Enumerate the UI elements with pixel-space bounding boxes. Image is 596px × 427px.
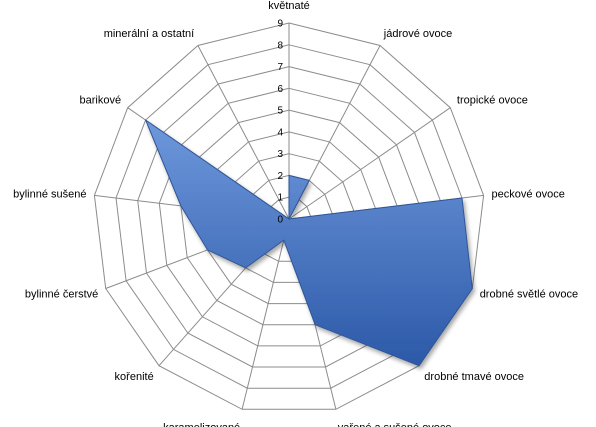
tick-label-2: 2 [277, 171, 283, 182]
tick-label-4: 4 [277, 127, 283, 138]
data-point-5 [418, 365, 420, 367]
tick-label-9: 9 [277, 19, 283, 30]
tick-label-0: 0 [277, 215, 283, 226]
tick-label-1: 1 [277, 193, 283, 204]
data-point-10 [180, 205, 182, 207]
radar-series [145, 119, 474, 367]
data-point-12 [288, 218, 290, 220]
data-point-6 [314, 324, 316, 326]
tick-label-5: 5 [277, 106, 283, 117]
spoke-2 [288, 107, 451, 220]
data-point-0 [288, 175, 290, 177]
category-label-8: kořenité [115, 371, 154, 383]
category-label-4: drobné světlé ovoce [480, 289, 578, 301]
data-point-3 [461, 197, 463, 199]
category-label-10: bylinné sušené [13, 189, 86, 201]
category-label-2: tropické ovoce [457, 95, 528, 107]
category-label-3: peckové ovoce [492, 189, 565, 201]
category-label-6: vařené a sušené ovoce [338, 422, 452, 427]
data-point-4 [472, 288, 474, 290]
spoke-12 [197, 45, 290, 220]
category-label-11: barikové [80, 95, 122, 107]
category-label-1: jádrové ovoce [383, 28, 453, 40]
category-label-0: květnaté [268, 0, 310, 12]
grid-ring-9 [93, 22, 485, 410]
category-label-12: minerální a ostatní [104, 28, 195, 40]
series-area-0 [145, 119, 473, 367]
tick-label-7: 7 [277, 62, 283, 73]
data-point-7 [283, 239, 285, 241]
category-label-9: bylinné čerstvé [25, 289, 98, 301]
radar-tick-labels: 0 1 2 3 4 5 6 7 8 9 [277, 19, 283, 226]
data-point-8 [245, 267, 247, 269]
radar-grid [93, 22, 485, 410]
category-label-5: drobné tmavé ovoce [424, 371, 524, 383]
data-point-9 [207, 249, 209, 251]
data-point-11 [145, 119, 147, 121]
spoke-7 [241, 218, 290, 410]
grid-ring-8 [115, 44, 463, 389]
category-label-7: karamelizované [163, 422, 240, 427]
data-point-1 [308, 180, 310, 182]
radar-category-labels: květnaté jádrové ovoce tropické ovoce pecko… [13, 0, 578, 427]
tick-label-6: 6 [277, 84, 283, 95]
tick-label-3: 3 [277, 149, 283, 160]
tick-label-8: 8 [277, 40, 283, 51]
